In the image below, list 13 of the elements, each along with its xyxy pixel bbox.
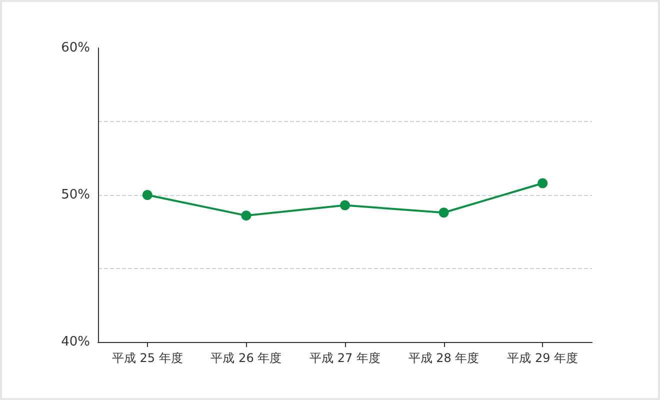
x-tick-label: 平成 25 年度 [112, 351, 183, 365]
point [438, 208, 449, 218]
point [538, 178, 548, 188]
y-tick-label: 60% [61, 40, 90, 56]
x-tick-label: 平成 27 年度 [310, 351, 380, 365]
y-tick-label: 40% [61, 334, 90, 350]
point [241, 210, 252, 221]
y-tick-label: 50% [61, 188, 90, 202]
point [340, 200, 350, 210]
point [142, 190, 152, 200]
x-tick-label: 平成 28 年度 [408, 351, 480, 365]
x-tick-label: 平成 26 年度 [210, 351, 282, 365]
x-tick-label: 平成 29 年度 [507, 351, 578, 365]
